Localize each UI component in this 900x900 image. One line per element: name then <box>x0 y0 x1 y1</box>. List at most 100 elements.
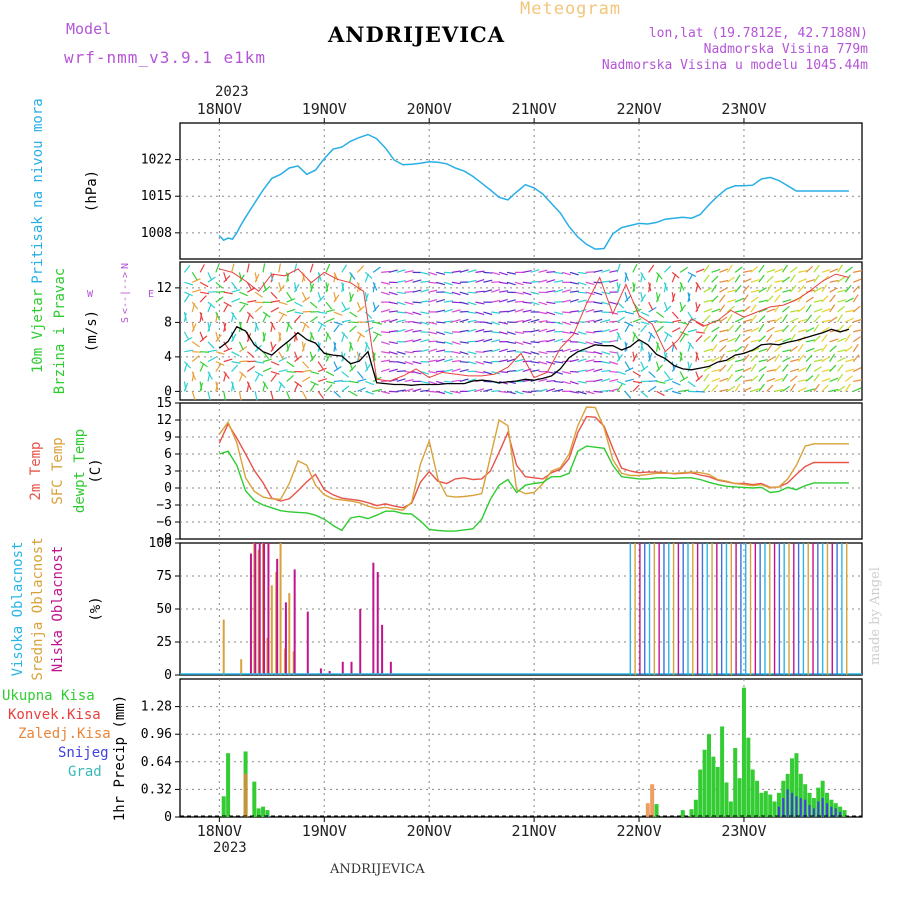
precip-total-bar <box>733 748 738 817</box>
precip-ylabel: 1hr Precip (mm) <box>112 695 128 821</box>
precip-snow-bar <box>834 808 837 817</box>
meteogram-label: Meteogram <box>520 0 622 19</box>
precip-snow-bar <box>817 801 820 817</box>
cloud-ytick-label: 0 <box>164 668 172 683</box>
cloud-ytick-label: 50 <box>156 602 172 617</box>
day-label-top: 22NOV <box>616 100 661 118</box>
temp-line-0 <box>218 415 849 509</box>
pressure-frame <box>179 122 863 260</box>
wind-ytick-label: 0 <box>164 384 172 399</box>
precip-snow-bar <box>808 804 811 817</box>
precip-snow-bar <box>799 798 802 817</box>
temperature-ylabel-3: (C) <box>88 458 104 483</box>
precip-strat-bar <box>243 773 248 817</box>
temperature-ytick-label: 0 <box>164 481 172 496</box>
compass-w: W <box>87 289 94 300</box>
wind-ylabel-1: Brzina i Pravac <box>52 268 68 394</box>
temp-line-1 <box>218 406 849 511</box>
day-label-bottom: 18NOV <box>197 822 242 840</box>
precip-total-bar <box>724 782 729 817</box>
cloud-ytick-label: 75 <box>156 569 172 584</box>
compass-s: S <box>120 317 131 323</box>
precip-ytick-label: 0.96 <box>141 727 172 742</box>
day-label-top: 23NOV <box>721 100 766 118</box>
precip-total-bar <box>772 801 777 817</box>
precip-snow-bar <box>826 803 829 817</box>
precip-snow-bar <box>791 792 794 817</box>
temperature-ytick-label: 15 <box>156 396 172 411</box>
precip-total-bar <box>798 773 803 817</box>
compass-axis: <--|--> <box>120 272 131 314</box>
day-label-bottom: 20NOV <box>407 822 452 840</box>
precip-total-bar <box>226 753 231 817</box>
precip-snow-bar <box>821 798 824 817</box>
day-label-bottom: 21NOV <box>512 822 557 840</box>
precip-total-bar <box>763 791 768 817</box>
compass-n: N <box>120 263 131 269</box>
pressure-ylabel: Pritisak na nivou mora <box>30 98 46 283</box>
precip-legend-4: Grad <box>68 764 102 780</box>
pressure-line <box>218 133 849 250</box>
precip-total-bar <box>689 809 694 817</box>
precip-snow-bar <box>830 806 833 817</box>
precip-total-bar <box>265 810 270 817</box>
temperature-ytick-label: 3 <box>164 464 172 479</box>
precip-snow-bar <box>786 789 789 817</box>
temperature-ylabel-2: dewpt Temp <box>72 429 88 513</box>
day-label-bottom: 22NOV <box>616 822 661 840</box>
cloud-ylabel-2: Niska Oblacnost <box>50 546 66 672</box>
precip-total-bar <box>715 766 720 817</box>
precip-legend-0: Ukupna Kisa <box>2 688 95 704</box>
cloud-ytick-label: 25 <box>156 635 172 650</box>
precip-total-bar <box>252 781 257 817</box>
temperature-ytick-label: 12 <box>156 413 172 428</box>
temperature-ylabel-1: SFC Temp <box>50 437 66 504</box>
precip-snow-bar <box>777 806 780 817</box>
credit-label: made by Angel <box>868 567 883 665</box>
day-label-top: 18NOV <box>197 100 242 118</box>
wind-speed-line <box>218 325 850 386</box>
wind-ylabel-0: 10m Vjetar <box>30 289 46 373</box>
precip-total-bar <box>221 796 226 817</box>
temperature-ylabel-0: 2m Temp <box>28 441 44 500</box>
year-top: 2023 <box>215 84 249 100</box>
footer-label: ANDRIJEVICA <box>330 862 425 877</box>
precip-snow-bar <box>782 798 785 817</box>
precip-total-bar <box>702 749 707 817</box>
precip-strat-bar <box>645 803 650 817</box>
cloud-ylabel-0: Visoka Oblacnost <box>10 542 26 677</box>
model-elevation-label: Nadmorska Visina u modelu 1045.44m <box>601 58 868 73</box>
model-name: wrf-nmm_v3.9.1 e1km <box>64 48 267 67</box>
cloud-ytick-label: 100 <box>149 536 172 551</box>
elevation-label: Nadmorska Visina 779m <box>703 42 868 57</box>
precip-snow-bar <box>804 799 807 817</box>
precip-total-bar <box>842 810 847 817</box>
cloud-ylabel-3: (%) <box>88 596 104 621</box>
precip-total-bar <box>776 792 781 817</box>
precip-snow-bar <box>812 808 815 817</box>
day-label-top: 19NOV <box>302 100 347 118</box>
day-label-bottom: 19NOV <box>302 822 347 840</box>
pressure-ytick-label: 1008 <box>141 226 172 241</box>
temperature-ytick-label: −3 <box>156 498 172 513</box>
precip-total-bar <box>728 801 733 817</box>
precip-total-bar <box>794 753 799 817</box>
precip-ytick-label: 0.32 <box>141 782 172 797</box>
wind-barb-field <box>183 263 863 401</box>
precip-total-bar <box>693 799 698 817</box>
temperature-ytick-label: −6 <box>156 515 172 530</box>
precip-strat-bar <box>650 784 655 817</box>
precip-legend-3: Snijeg <box>58 745 109 761</box>
precip-total-bar <box>768 794 773 817</box>
precip-snow-bar <box>839 811 842 817</box>
wind-ytick-label: 12 <box>156 281 172 296</box>
precip-total-bar <box>680 810 685 817</box>
precip-total-bar <box>256 808 261 817</box>
precip-total-bar <box>737 778 742 817</box>
temperature-ytick-label: −9 <box>156 532 172 547</box>
cloud-ylabel-1: Srednja Oblacnost <box>30 537 46 680</box>
precip-total-bar <box>711 756 716 817</box>
precip-total-bar <box>750 769 755 817</box>
precip-total-bar <box>746 737 751 817</box>
precip-total-bar <box>654 804 659 817</box>
